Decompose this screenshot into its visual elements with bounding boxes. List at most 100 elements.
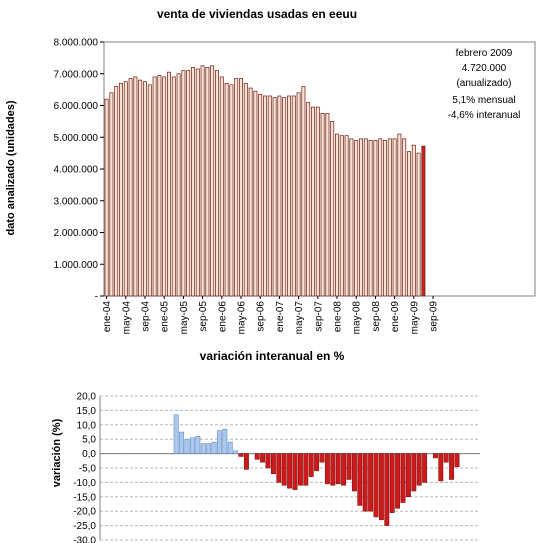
sales-bar <box>267 95 272 297</box>
sales-bar <box>219 76 224 297</box>
sales-y-tick-label: 2.000.000 <box>54 228 99 239</box>
sales-bar <box>210 65 215 297</box>
sales-bar <box>397 133 402 297</box>
variation-y-tick-label: -30,0 <box>73 536 96 543</box>
sales-y-tick-label: 7.000.000 <box>54 69 99 80</box>
variation-y-tick-label: -10,0 <box>73 478 96 489</box>
variation-bar <box>454 453 460 468</box>
sales-bar <box>263 95 267 297</box>
sales-bar <box>248 87 253 297</box>
variation-bar <box>351 453 357 492</box>
variation-bar <box>416 453 422 486</box>
sales-bar <box>234 78 239 297</box>
sales-bar <box>200 65 205 297</box>
sales-x-tick-label: may-06 <box>237 301 248 335</box>
variation-bar <box>319 453 325 463</box>
sales-x-tick-label: ene-04 <box>102 301 113 333</box>
annotation-date: febrero 2009 <box>456 48 513 59</box>
sales-x-tick-label: sep-04 <box>141 301 152 332</box>
variation-bar <box>222 428 228 454</box>
variation-bar <box>254 453 260 460</box>
variation-bar <box>443 453 449 463</box>
sales-x-tick-label: may-09 <box>409 301 420 335</box>
variation-y-tick-label: -20,0 <box>73 507 96 518</box>
variation-bar <box>281 453 287 486</box>
annotation-monthly: 5,1% mensual <box>452 95 515 106</box>
sales-bar <box>195 68 200 297</box>
sales-bar <box>349 138 354 297</box>
sales-bar <box>291 95 296 297</box>
variation-bar <box>422 453 428 483</box>
sales-bar <box>368 140 373 297</box>
variation-bar <box>297 453 303 486</box>
sales-bar <box>378 138 383 297</box>
sales-bar <box>359 138 363 297</box>
variation-bar <box>195 436 201 454</box>
variation-y-tick-label: 0,0 <box>82 449 96 460</box>
sales-x-tick-label: sep-07 <box>313 301 324 332</box>
variation-bar <box>265 453 271 469</box>
variation-bar <box>308 453 314 477</box>
variation-chart-title: variación interanual en % <box>200 349 345 363</box>
sales-bar <box>229 84 234 297</box>
sales-x-tick-label: ene-05 <box>160 301 171 333</box>
sales-bar <box>325 113 330 297</box>
sales-bar <box>224 82 229 297</box>
sales-bar <box>373 140 378 297</box>
sales-bar <box>339 135 344 297</box>
sales-x-tick-label: ene-07 <box>275 301 286 333</box>
variation-bar <box>211 441 217 454</box>
sales-x-tick-label: sep-05 <box>198 301 209 332</box>
variation-bar <box>405 453 411 498</box>
sales-bar <box>157 74 162 297</box>
sales-x-tick-label: may-05 <box>179 301 190 335</box>
sales-y-tick-label: 4.000.000 <box>54 165 99 176</box>
sales-bar <box>109 92 114 297</box>
variation-y-tick-label: -25,0 <box>73 521 96 532</box>
sales-bar <box>104 98 109 297</box>
sales-bar <box>253 90 258 297</box>
sales-bar <box>311 106 315 297</box>
variation-bar <box>260 453 266 463</box>
sales-bar <box>191 67 195 297</box>
sales-bar <box>383 140 387 297</box>
sales-bar <box>152 76 157 297</box>
variation-chart-y-axis-label: variación (%) <box>51 418 63 487</box>
sales-bar <box>421 145 426 297</box>
sales-bar <box>354 140 359 297</box>
sales-bar <box>335 133 339 297</box>
variation-bar <box>449 453 455 480</box>
variation-bar <box>233 450 239 454</box>
variation-chart: variación interanual en % variación (%) … <box>51 349 480 543</box>
variation-bar <box>227 441 233 454</box>
sales-y-tick-label: 1.000.000 <box>54 260 99 271</box>
variation-y-tick-label: -5,0 <box>79 464 97 475</box>
sales-x-tick-label: ene-08 <box>333 301 344 333</box>
variation-bar <box>179 431 185 454</box>
sales-bar <box>176 73 181 297</box>
sales-bar <box>411 144 416 297</box>
sales-bar <box>215 70 219 297</box>
sales-bar <box>243 82 248 297</box>
sales-y-tick-label: 3.000.000 <box>54 196 99 207</box>
variation-bar <box>292 453 298 490</box>
sales-chart-title: venta de viviendas usadas en eeuu <box>157 7 357 21</box>
sales-bar <box>119 82 123 297</box>
sales-bar <box>162 76 167 297</box>
sales-bar <box>128 78 133 297</box>
variation-bar <box>238 453 244 457</box>
variation-bar <box>189 437 195 454</box>
sales-x-tick-label: may-04 <box>121 301 132 335</box>
sales-bar <box>402 138 407 297</box>
sales-x-tick-label: sep-06 <box>256 301 267 332</box>
sales-chart: venta de viviendas usadas en eeuu dato a… <box>5 7 536 335</box>
sales-y-tick-label: 8.000.000 <box>54 38 99 49</box>
sales-bar <box>239 78 243 297</box>
sales-bar <box>123 81 128 297</box>
variation-bar <box>276 453 282 483</box>
sales-bar <box>114 86 119 297</box>
variation-bar <box>314 453 320 472</box>
sales-bar <box>258 94 263 297</box>
variation-bar <box>395 453 401 509</box>
